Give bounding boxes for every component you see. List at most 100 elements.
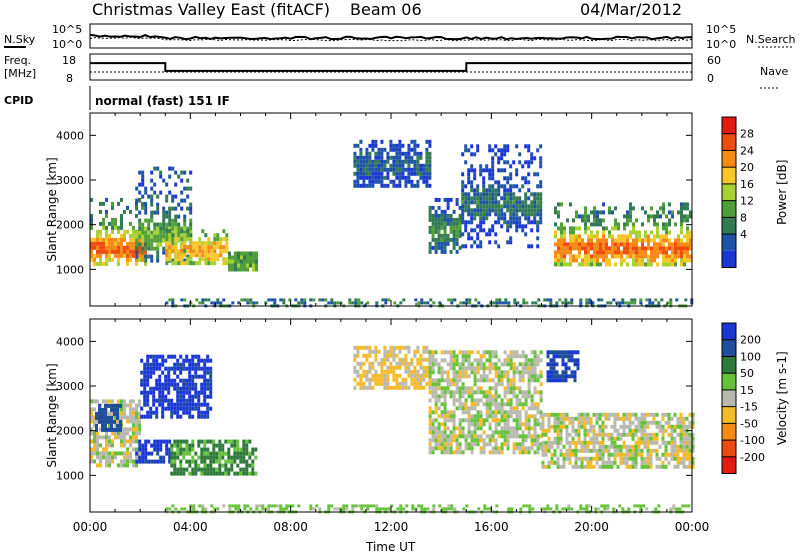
data-cell [494, 426, 498, 431]
data-cell [518, 188, 522, 193]
data-cell [197, 398, 201, 403]
data-cell [665, 234, 668, 239]
data-cell [661, 416, 665, 421]
data-cell [443, 402, 447, 407]
data-cell [197, 406, 201, 411]
ground-scatter-cell [276, 504, 280, 508]
data-cell [168, 245, 172, 250]
data-cell [173, 455, 177, 460]
data-cell [479, 414, 483, 419]
data-cell [99, 201, 102, 206]
data-cell [123, 253, 126, 258]
data-cell [626, 234, 629, 239]
data-cell [515, 414, 519, 419]
ground-scatter-cell [240, 298, 244, 302]
data-cell [419, 163, 423, 168]
data-cell [533, 390, 537, 395]
data-cell [556, 440, 560, 445]
data-cell [691, 456, 695, 461]
data-cell [132, 439, 135, 444]
data-cell [485, 378, 489, 383]
data-cell [524, 438, 528, 443]
data-cell [530, 442, 534, 447]
data-cell [573, 378, 577, 383]
data-cell [102, 221, 105, 226]
data-cell [452, 418, 456, 423]
data-cell [613, 444, 617, 449]
ground-scatter-cell [588, 298, 592, 302]
data-cell [637, 424, 641, 429]
ground-scatter-cell [297, 504, 301, 508]
data-cell [108, 241, 111, 246]
data-cell [560, 230, 563, 235]
data-cell [500, 196, 504, 201]
data-cell [215, 455, 219, 460]
data-cell [446, 446, 450, 451]
data-cell [398, 143, 402, 148]
data-cell [682, 452, 686, 457]
data-cell [473, 168, 477, 173]
data-cell [185, 439, 189, 444]
data-cell [440, 217, 444, 222]
data-cell [395, 143, 399, 148]
data-cell [598, 428, 602, 433]
data-cell [674, 246, 677, 251]
data-cell [251, 467, 255, 472]
data-cell [189, 202, 193, 207]
data-cell [470, 196, 474, 201]
data-cell [140, 378, 144, 383]
data-cell [515, 204, 519, 209]
data-cell [673, 448, 677, 453]
data-cell [509, 358, 513, 363]
data-cell [224, 471, 228, 476]
data-cell [159, 222, 163, 227]
data-cell [440, 442, 444, 447]
data-cell [189, 249, 193, 254]
data-cell [138, 230, 142, 235]
data-cell [583, 432, 587, 437]
data-cell [515, 434, 519, 439]
data-cell [132, 411, 135, 416]
data-cell [589, 440, 593, 445]
data-cell [449, 197, 453, 202]
data-cell [512, 354, 516, 359]
data-cell [573, 370, 577, 375]
data-cell [176, 447, 180, 452]
data-cell [165, 194, 169, 199]
data-cell [577, 436, 581, 441]
data-cell [598, 432, 602, 437]
data-cell [667, 460, 671, 465]
data-cell [491, 160, 495, 165]
data-cell [162, 210, 166, 215]
data-cell [189, 222, 193, 227]
ground-scatter-cell [351, 504, 355, 508]
data-cell [209, 459, 213, 464]
data-cell [200, 439, 204, 444]
data-cell [649, 464, 653, 469]
colorbar-tick-label: 24 [740, 144, 754, 157]
data-cell [494, 374, 498, 379]
ground-scatter-cell [333, 301, 337, 305]
data-cell [536, 378, 540, 383]
data-cell [449, 237, 453, 242]
data-cell [144, 234, 148, 239]
data-cell [246, 259, 249, 264]
data-cell [413, 163, 417, 168]
data-cell [655, 452, 659, 457]
data-cell [449, 213, 453, 218]
data-cell [547, 436, 551, 441]
data-cell [658, 420, 662, 425]
data-cell [479, 228, 483, 233]
ground-scatter-cell [255, 504, 259, 508]
data-cell [549, 358, 553, 363]
data-cell [616, 412, 620, 417]
data-cell [572, 258, 575, 263]
data-cell [164, 386, 168, 391]
data-cell [149, 362, 153, 367]
ground-scatter-cell [210, 301, 214, 305]
data-cell [191, 459, 195, 464]
data-cell [171, 194, 175, 199]
data-cell [547, 412, 551, 417]
data-cell [464, 366, 468, 371]
data-cell [144, 238, 148, 243]
